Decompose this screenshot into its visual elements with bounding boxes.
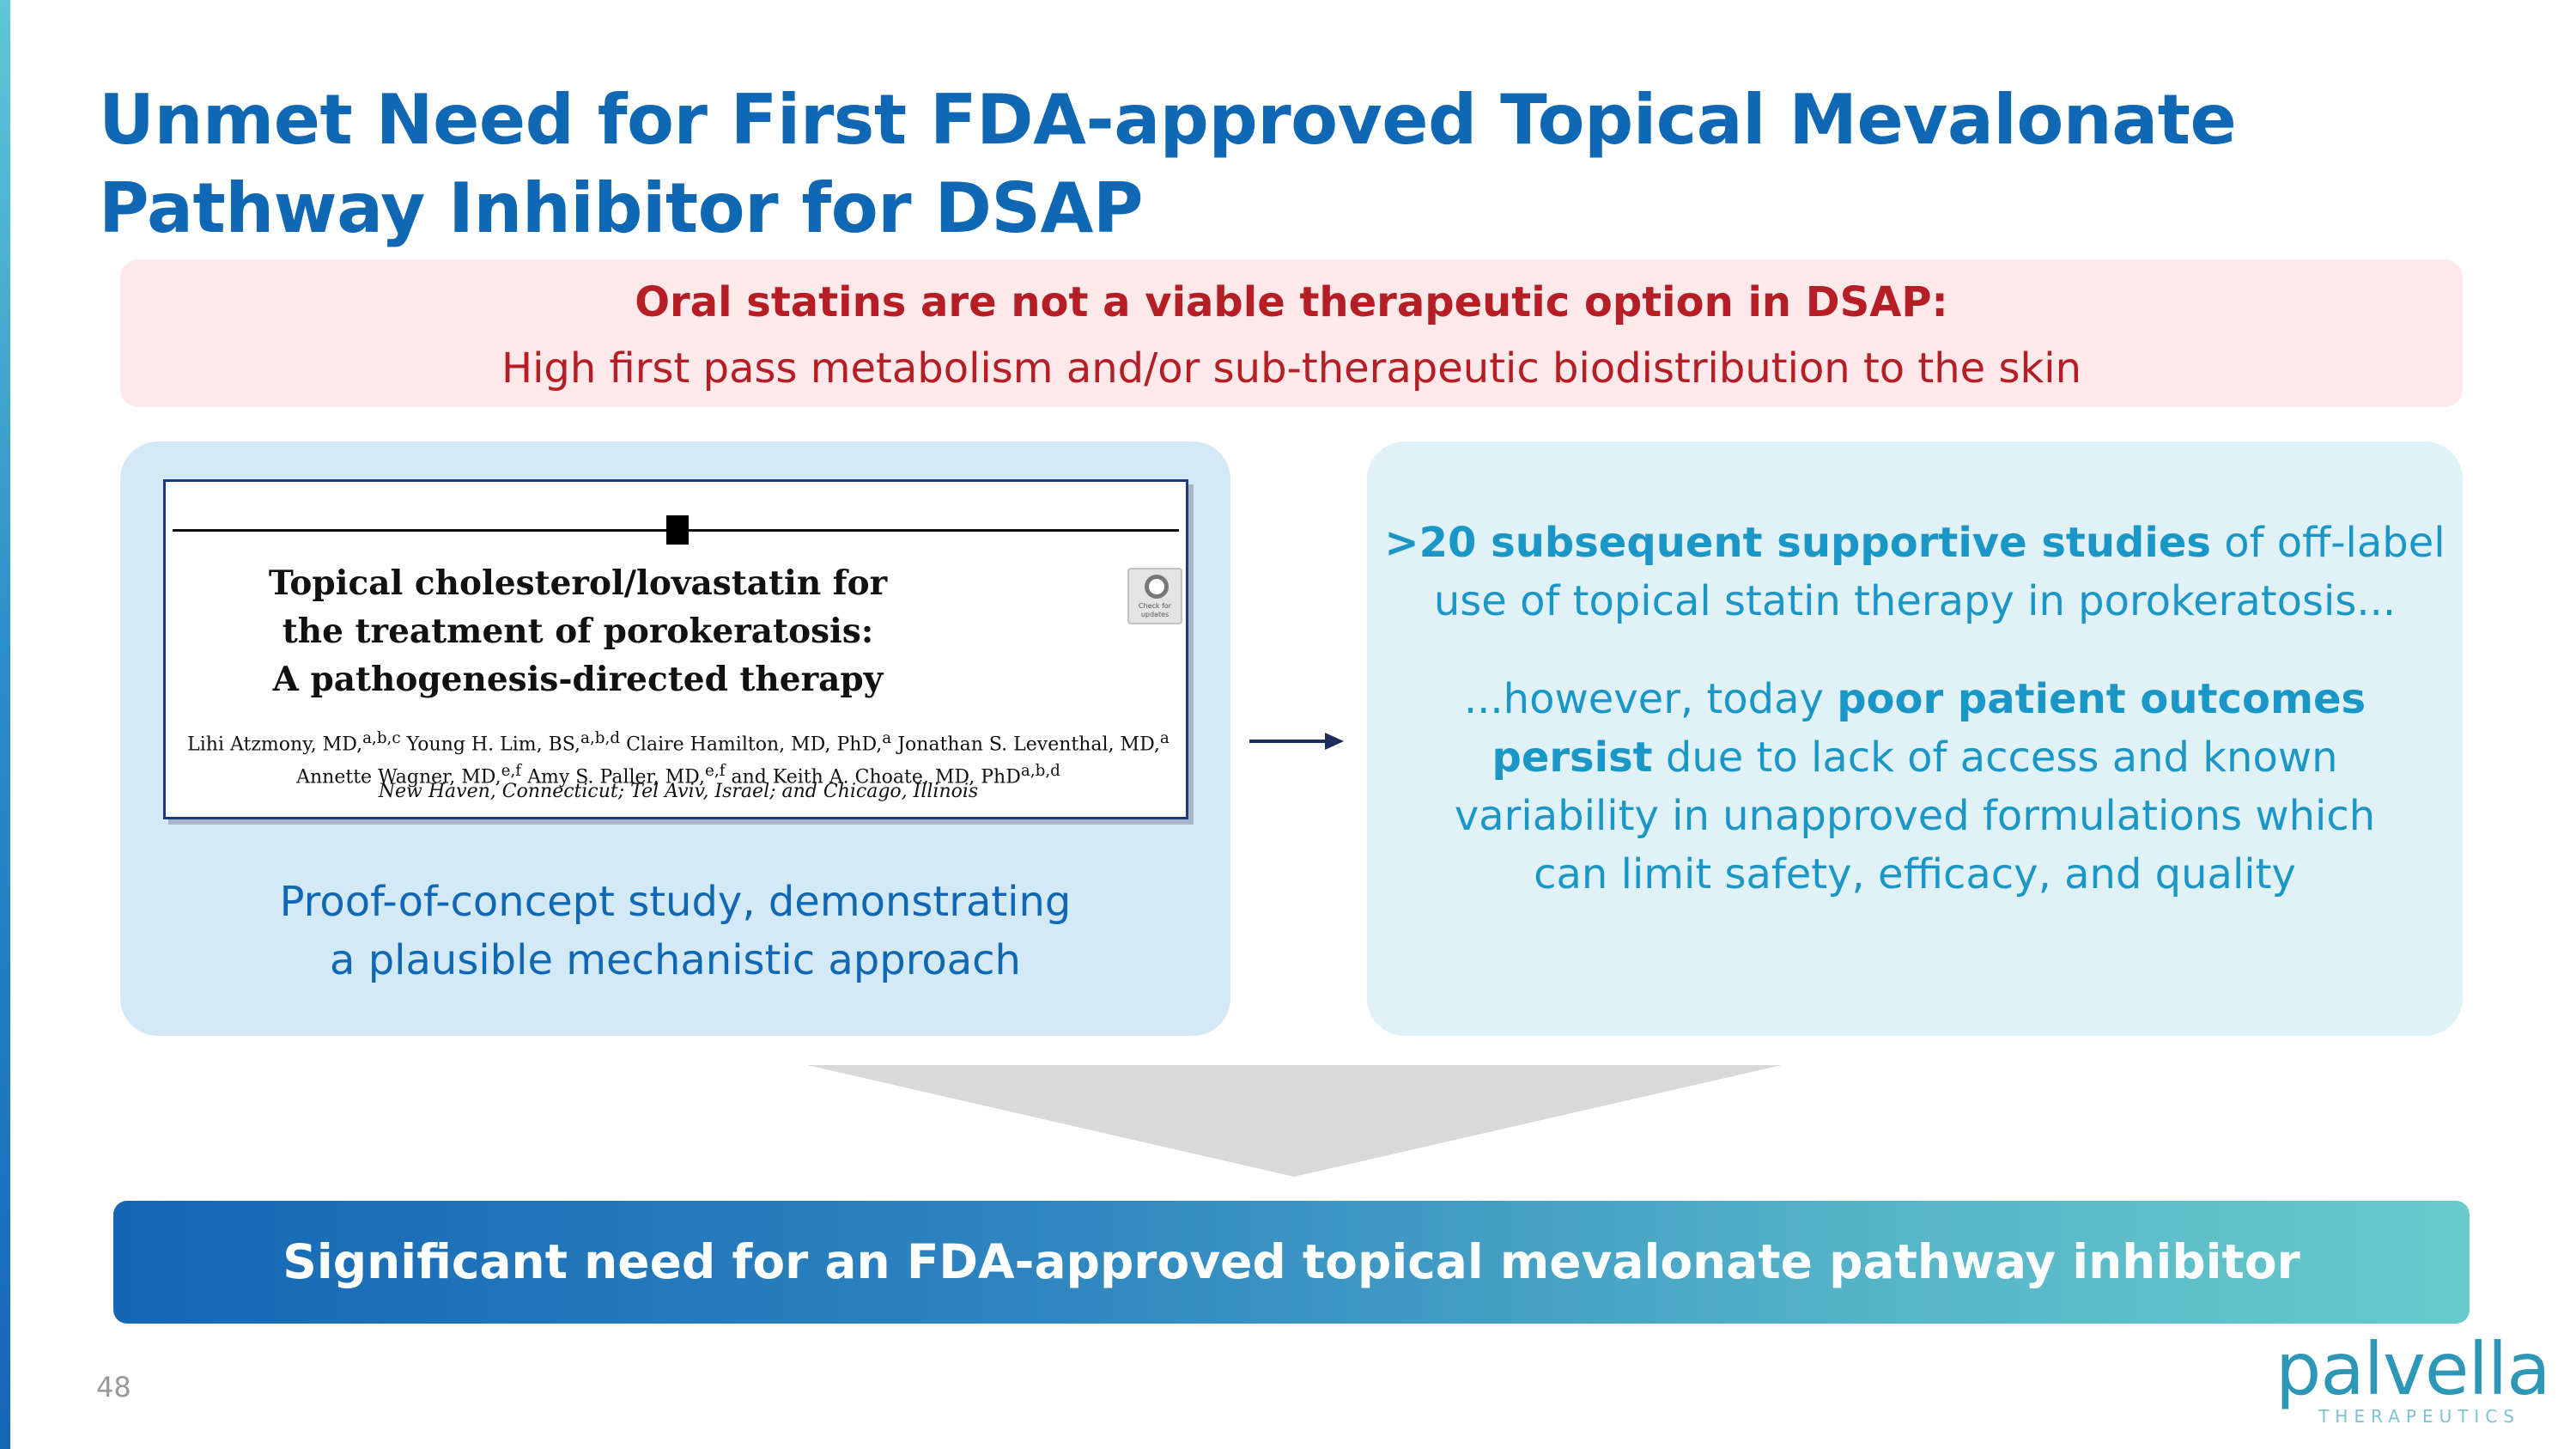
author-name: Lihi Atzmony, MD, [187,734,363,756]
author-affiliation-marks: a,b,c [362,729,401,747]
paper-clipping: Topical cholesterol/lovastatin for the t… [163,479,1188,819]
poor-outcomes-text: ...however, today poor patient outcomes … [1419,670,2411,904]
supportive-studies-rest: of off-label use of topical statin thera… [1433,519,2445,625]
author-affiliation-marks: a [882,729,892,747]
supportive-studies-card: >20 subsequent supportive studies of off… [1367,441,2463,1036]
paper-title-line: A pathogenesis-directed therapy [272,660,884,699]
palvella-logo: palvella THERAPEUTICS [2275,1327,2551,1428]
paper-title-line: the treatment of porokeratosis: [282,612,874,651]
author-name: Claire Hamilton, MD, PhD, [626,734,883,756]
paper-title: Topical cholesterol/lovastatin for the t… [166,559,990,703]
author-affiliation-marks: a,b,d [580,729,621,747]
poor-outcomes-highlight: poor patient outcomes persist [1492,675,2366,782]
callout-subtext: High first pass metabolism and/or sub-th… [501,344,2082,393]
author-name: and Keith A. Choate, MD, PhD [731,766,1021,788]
conclusion-banner: Significant need for an FDA-approved top… [113,1201,2470,1324]
page-number: 48 [96,1371,131,1403]
author-affiliation-marks: e,f [705,762,726,781]
left-accent-stripe [0,0,10,1449]
check-updates-icon [1145,575,1169,599]
poor-outcomes-rest: due to lack of access and known variabil… [1454,734,2376,898]
paper-affiliation: New Haven, Connecticut; Tel Aviv, Israel… [378,781,979,802]
caption-line: a plausible mechanistic approach [330,936,1021,984]
author-affiliation-marks: a,b,d [1020,762,1060,781]
author-name: Young H. Lim, BS, [406,734,581,756]
check-for-updates-badge: Check for updates [1127,568,1182,624]
author-affiliation-marks: a [1159,729,1170,747]
supportive-studies-highlight: >20 subsequent supportive studies [1384,519,2211,567]
oral-statins-callout: Oral statins are not a viable therapeuti… [120,259,2463,407]
paper-title-line: Topical cholesterol/lovastatin for [268,563,888,603]
author-line: Annette Wagner, MD,e,f Amy S. Paller, MD… [166,758,1191,790]
poor-outcomes-intro: ...however, today [1463,675,1838,723]
proof-of-concept-card: Topical cholesterol/lovastatin for the t… [120,441,1230,1036]
check-updates-label: Check for updates [1138,602,1172,618]
supportive-studies-text: >20 subsequent supportive studies of off… [1384,514,2445,630]
paper-authors: Lihi Atzmony, MD,a,b,c Young H. Lim, BS,… [166,725,1191,791]
paper-header-marker [666,515,689,545]
logo-wordmark: palvella [2275,1327,2551,1411]
funnel-arrow-shape [807,1065,1782,1177]
caption-line: Proof-of-concept study, demonstrating [279,878,1072,926]
author-name: Annette Wagner, MD, [296,766,501,788]
author-name: Amy S. Paller, MD, [527,766,706,788]
right-arrow-icon [1249,733,1344,750]
author-name: Jonathan S. Leventhal, MD, [897,734,1160,756]
author-line: Lihi Atzmony, MD,a,b,c Young H. Lim, BS,… [166,725,1191,758]
author-affiliation-marks: e,f [501,762,522,781]
slide-title: Unmet Need for First FDA-approved Topica… [99,80,2237,248]
logo-tagline: THERAPEUTICS [2318,1406,2520,1427]
callout-heading: Oral statins are not a viable therapeuti… [635,278,1948,326]
proof-of-concept-caption: Proof-of-concept study, demonstrating a … [120,873,1230,989]
